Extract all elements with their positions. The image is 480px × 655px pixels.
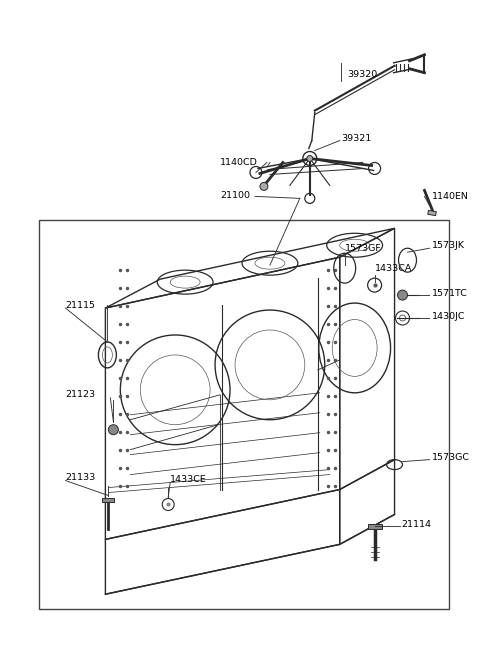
Text: 21133: 21133	[65, 473, 96, 482]
Text: 21114: 21114	[402, 520, 432, 529]
Text: 1140CD: 1140CD	[220, 158, 258, 167]
Text: 1433CA: 1433CA	[374, 264, 412, 272]
Text: 1433CE: 1433CE	[170, 475, 207, 484]
Bar	[102, 498, 114, 502]
Circle shape	[307, 155, 313, 162]
Circle shape	[108, 424, 119, 435]
Text: 1430JC: 1430JC	[432, 312, 465, 320]
Text: 21115: 21115	[65, 301, 96, 310]
Circle shape	[397, 290, 408, 300]
Text: 21100: 21100	[220, 191, 250, 200]
Text: 1140EN: 1140EN	[432, 192, 468, 201]
Text: 1573JK: 1573JK	[432, 241, 465, 250]
Text: 1573GF: 1573GF	[345, 244, 382, 253]
Bar	[368, 525, 382, 529]
Text: 1573GC: 1573GC	[432, 453, 469, 462]
Text: 1571TC: 1571TC	[432, 289, 468, 297]
Circle shape	[260, 183, 268, 191]
Bar	[38, 220, 449, 609]
Text: 39320: 39320	[348, 70, 378, 79]
Text: 39321: 39321	[342, 134, 372, 143]
Bar	[428, 210, 436, 215]
Text: 21123: 21123	[65, 390, 96, 400]
